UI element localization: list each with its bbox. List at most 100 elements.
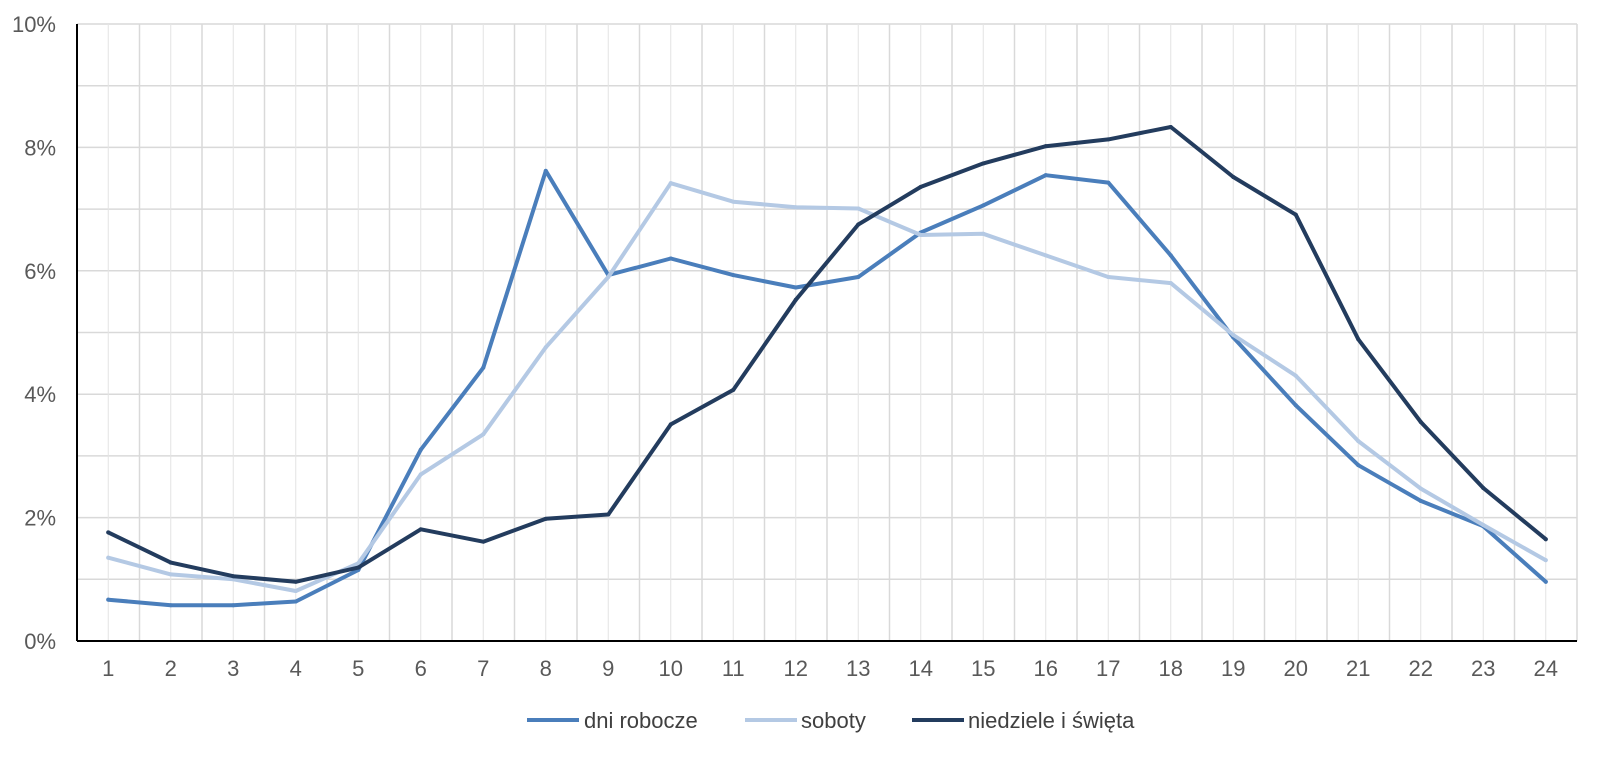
- x-axis-tick-labels: 1 2 3 4 5 6 7 8 9 10 11 12 13 14 15 16 17 18 19 20 21 22 23 24: [102, 656, 1558, 681]
- x-tick-label: 8: [540, 656, 552, 681]
- data-point: [1356, 337, 1361, 342]
- x-tick-label: 17: [1096, 656, 1120, 681]
- x-tick-label: 9: [602, 656, 614, 681]
- data-point: [1043, 173, 1048, 178]
- y-tick-label: 10%: [12, 12, 56, 37]
- x-tick-label: 5: [352, 656, 364, 681]
- data-point: [168, 572, 173, 577]
- series-lines: [106, 125, 1548, 608]
- x-tick-label: 20: [1284, 656, 1308, 681]
- x-tick-label: 15: [971, 656, 995, 681]
- x-tick-label: 10: [659, 656, 683, 681]
- x-tick-label: 14: [909, 656, 933, 681]
- data-point: [418, 527, 423, 532]
- data-point: [606, 512, 611, 517]
- data-point: [793, 205, 798, 210]
- data-point: [1293, 212, 1298, 217]
- data-point: [1106, 137, 1111, 142]
- x-tick-label: 19: [1221, 656, 1245, 681]
- data-point: [481, 539, 486, 544]
- data-point: [1231, 332, 1236, 337]
- data-point: [293, 589, 298, 594]
- data-point: [856, 206, 861, 211]
- data-point: [856, 222, 861, 227]
- data-point: [1043, 253, 1048, 258]
- data-point: [918, 184, 923, 189]
- data-point: [231, 574, 236, 579]
- data-point: [106, 555, 111, 560]
- data-point: [1481, 523, 1486, 528]
- data-point: [731, 273, 736, 278]
- data-point: [106, 597, 111, 602]
- legend-item: soboty: [745, 708, 866, 733]
- x-tick-label: 16: [1034, 656, 1058, 681]
- y-tick-label: 8%: [24, 135, 56, 160]
- data-point: [981, 161, 986, 166]
- data-point: [293, 579, 298, 584]
- x-tick-label: 22: [1409, 656, 1433, 681]
- data-point: [106, 530, 111, 535]
- legend-label: soboty: [801, 708, 866, 733]
- data-point: [1543, 579, 1548, 584]
- data-point: [606, 274, 611, 279]
- x-tick-label: 24: [1534, 656, 1558, 681]
- data-point: [356, 565, 361, 570]
- data-point: [1106, 180, 1111, 185]
- x-tick-label: 13: [846, 656, 870, 681]
- x-tick-label: 18: [1159, 656, 1183, 681]
- data-point: [543, 345, 548, 350]
- data-point: [1293, 373, 1298, 378]
- data-point: [543, 168, 548, 173]
- x-tick-label: 6: [415, 656, 427, 681]
- data-point: [981, 231, 986, 236]
- x-tick-label: 12: [784, 656, 808, 681]
- data-point: [418, 447, 423, 452]
- data-point: [856, 274, 861, 279]
- data-point: [668, 181, 673, 186]
- x-tick-label: 23: [1471, 656, 1495, 681]
- data-point: [231, 577, 236, 582]
- x-tick-label: 11: [722, 656, 745, 681]
- grid-lines: [76, 23, 1578, 641]
- y-tick-label: 0%: [24, 629, 56, 654]
- axes: [76, 24, 1577, 642]
- x-tick-label: 21: [1346, 656, 1370, 681]
- data-point: [1418, 498, 1423, 503]
- x-tick-label: 7: [477, 656, 489, 681]
- data-point: [481, 365, 486, 370]
- legend-label: dni robocze: [584, 708, 698, 733]
- y-tick-label: 6%: [24, 259, 56, 284]
- data-point: [1356, 463, 1361, 468]
- data-point: [231, 603, 236, 608]
- data-point: [793, 297, 798, 302]
- data-point: [356, 561, 361, 566]
- data-point: [668, 422, 673, 427]
- data-point: [1168, 281, 1173, 286]
- x-tick-label: 4: [290, 656, 302, 681]
- data-point: [731, 199, 736, 204]
- data-point: [1168, 253, 1173, 258]
- data-point: [481, 432, 486, 437]
- data-point: [543, 516, 548, 521]
- legend: dni robocze soboty niedziele i święta: [527, 708, 1135, 733]
- data-point: [731, 387, 736, 392]
- data-point: [168, 560, 173, 565]
- data-point: [1293, 403, 1298, 408]
- x-tick-label: 3: [227, 656, 239, 681]
- data-point: [793, 285, 798, 290]
- data-point: [1418, 486, 1423, 491]
- y-axis-tick-labels: 0% 2% 4% 6% 8% 10%: [12, 12, 56, 654]
- data-point: [168, 603, 173, 608]
- legend-item: dni robocze: [527, 708, 698, 733]
- data-point: [1481, 485, 1486, 490]
- data-point: [668, 256, 673, 261]
- data-point: [418, 472, 423, 477]
- x-tick-label: 1: [102, 656, 114, 681]
- legend-label: niedziele i święta: [968, 708, 1135, 733]
- series-line-niedziele-i-wi-ta: [106, 125, 1548, 584]
- data-point: [918, 233, 923, 238]
- data-point: [1356, 439, 1361, 444]
- data-point: [1231, 175, 1236, 180]
- data-point: [1043, 144, 1048, 149]
